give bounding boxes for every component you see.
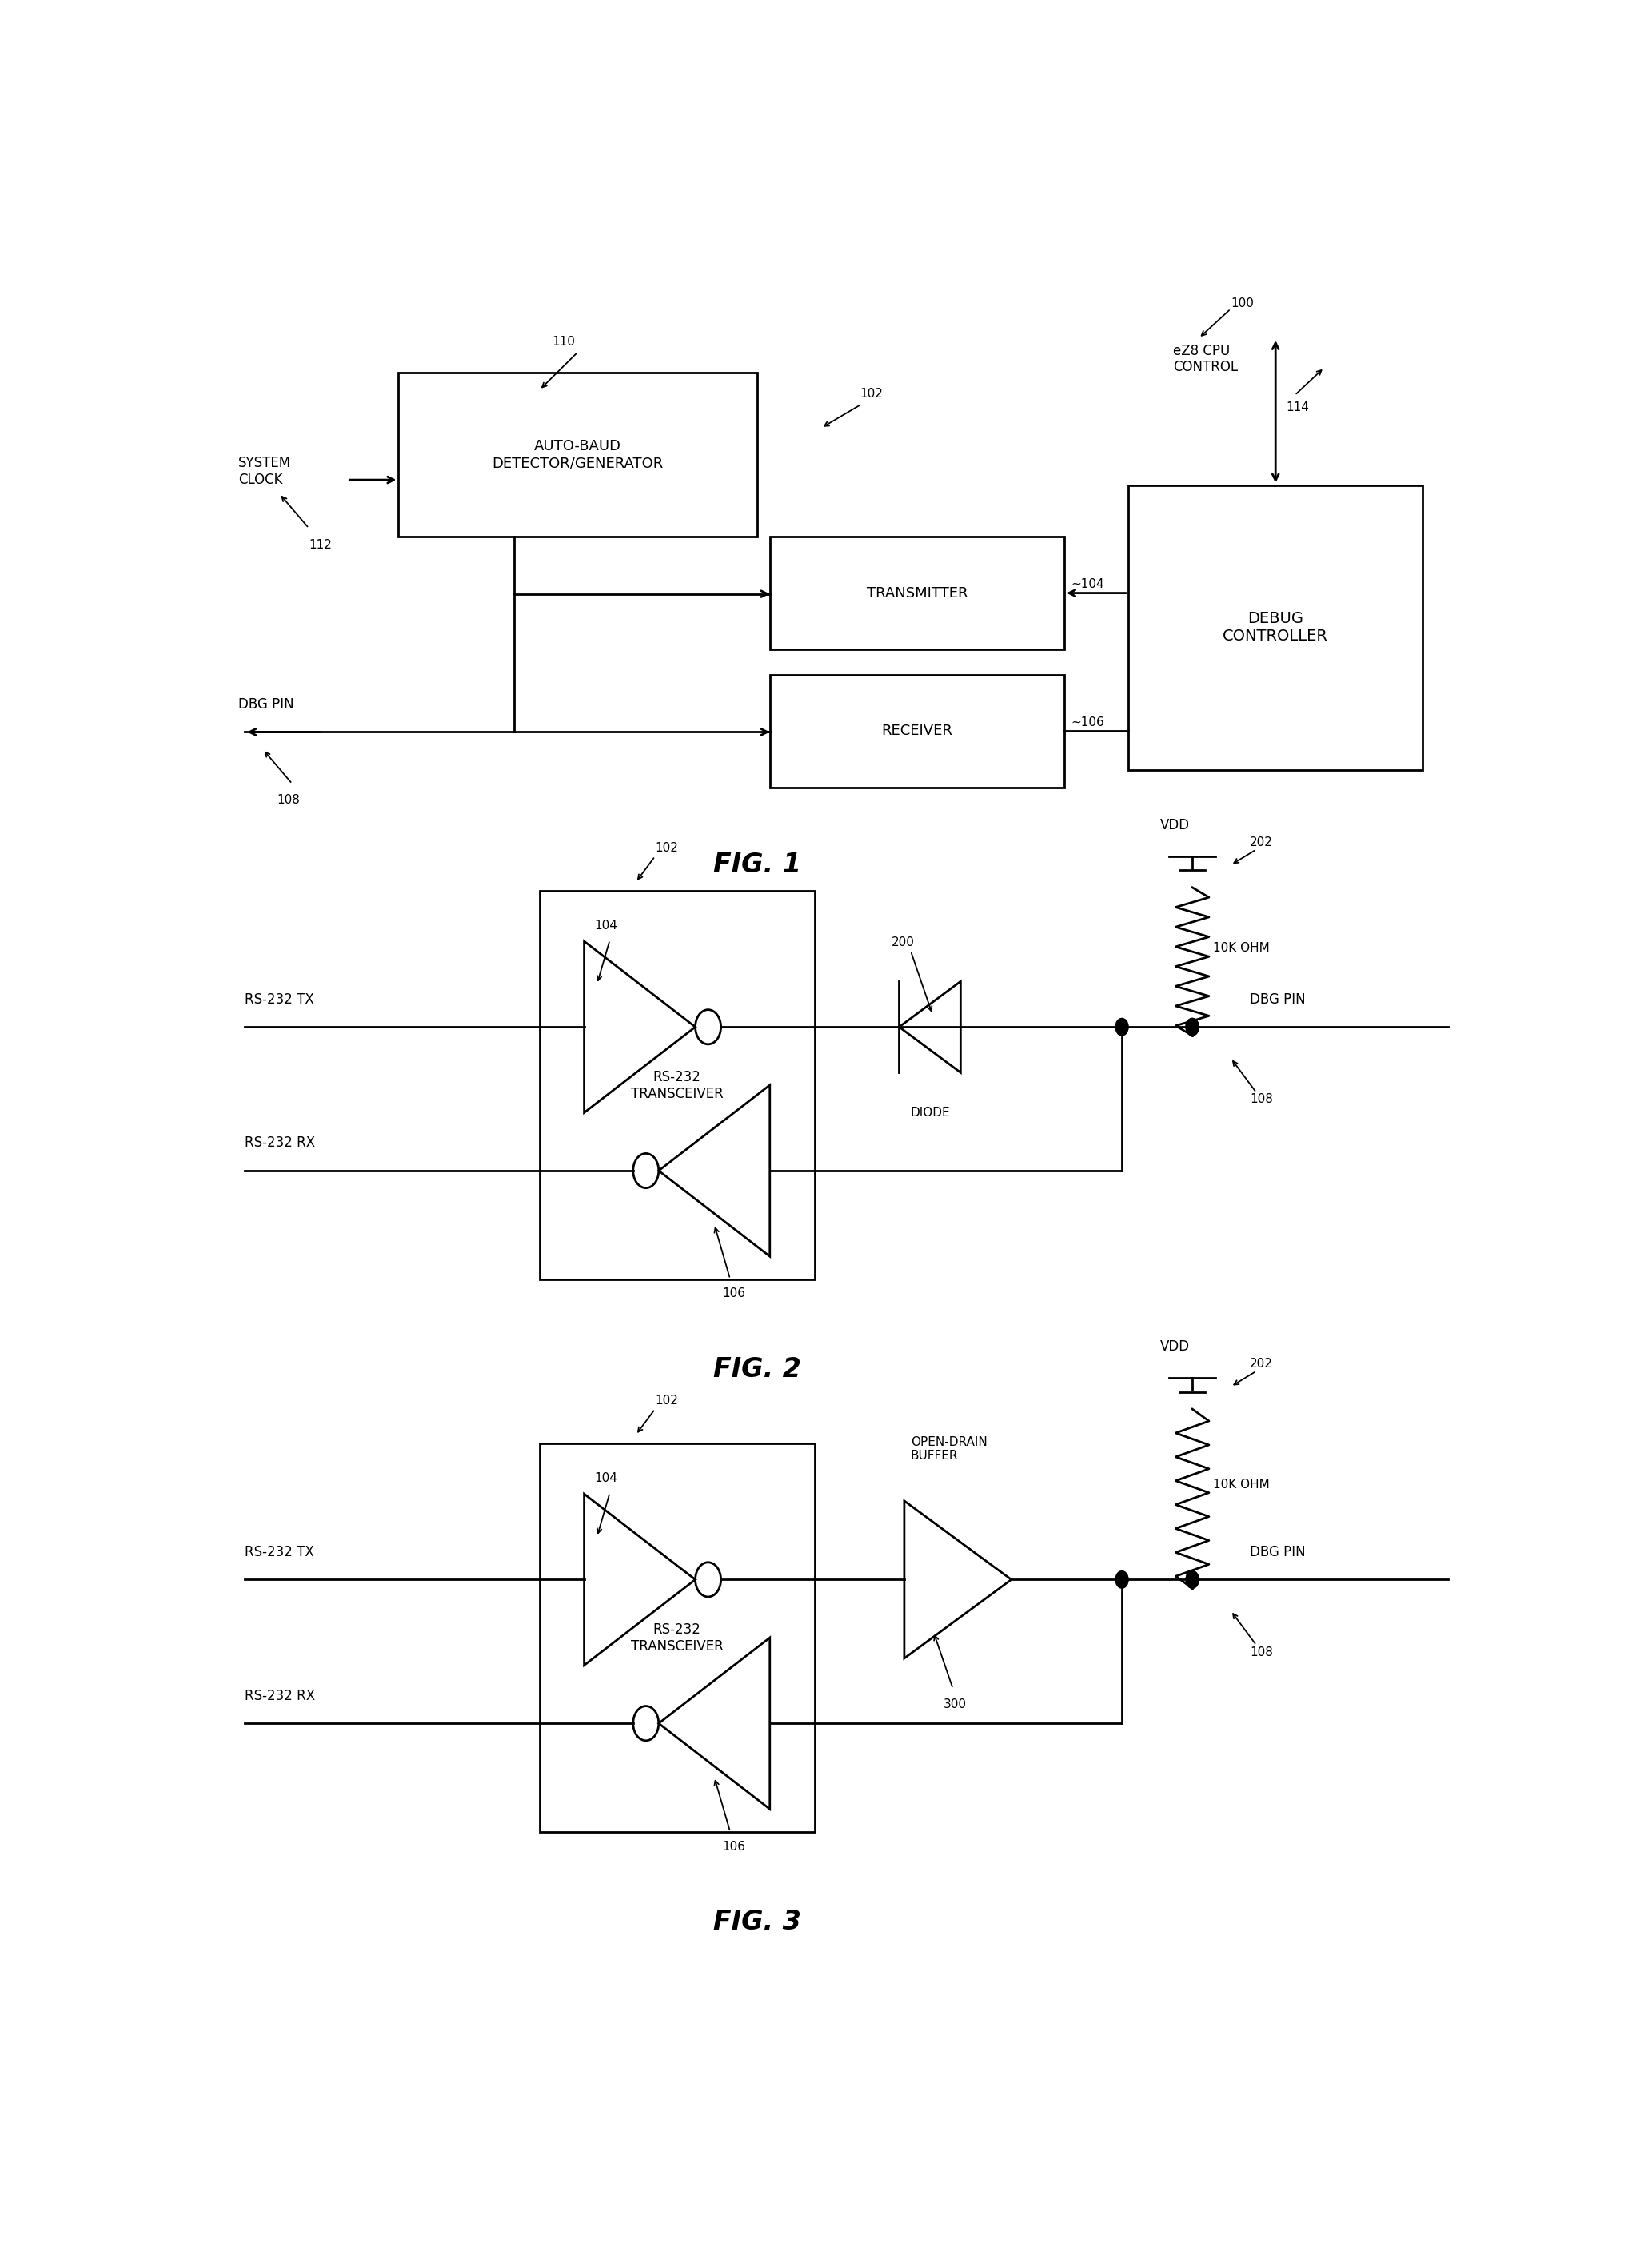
- Text: 100: 100: [1231, 298, 1254, 310]
- Circle shape: [1115, 1018, 1128, 1036]
- Text: 114: 114: [1285, 401, 1308, 413]
- Circle shape: [1186, 1570, 1199, 1588]
- Text: 10K OHM: 10K OHM: [1213, 942, 1269, 953]
- Text: DBG PIN: DBG PIN: [1251, 1545, 1305, 1559]
- Text: DIODE: DIODE: [910, 1106, 950, 1119]
- Text: 102: 102: [654, 1395, 677, 1406]
- Text: 202: 202: [1251, 1359, 1274, 1370]
- FancyBboxPatch shape: [770, 675, 1064, 787]
- FancyBboxPatch shape: [770, 536, 1064, 648]
- Text: RS-232 RX: RS-232 RX: [244, 1689, 316, 1702]
- Text: 108: 108: [1251, 1095, 1274, 1106]
- Text: 104: 104: [595, 920, 618, 931]
- Text: 108: 108: [1251, 1646, 1274, 1658]
- Text: VDD: VDD: [1160, 1339, 1189, 1355]
- Text: DBG PIN: DBG PIN: [1251, 991, 1305, 1007]
- Text: DBG PIN: DBG PIN: [238, 698, 294, 711]
- Text: OPEN-DRAIN
BUFFER: OPEN-DRAIN BUFFER: [910, 1436, 988, 1462]
- Text: 104: 104: [595, 1471, 618, 1485]
- Text: FIG. 3: FIG. 3: [714, 1909, 801, 1936]
- Text: eZ8 CPU
CONTROL: eZ8 CPU CONTROL: [1173, 343, 1237, 375]
- Text: TRANSMITTER: TRANSMITTER: [867, 585, 968, 601]
- Circle shape: [1186, 1018, 1199, 1036]
- Text: 300: 300: [943, 1698, 966, 1711]
- Text: 202: 202: [1251, 837, 1274, 848]
- Text: 102: 102: [654, 841, 677, 855]
- Text: SYSTEM
CLOCK: SYSTEM CLOCK: [238, 455, 291, 487]
- Text: FIG. 2: FIG. 2: [714, 1357, 801, 1382]
- Text: RS-232 TX: RS-232 TX: [244, 991, 314, 1007]
- Text: 112: 112: [309, 538, 332, 550]
- FancyBboxPatch shape: [539, 890, 814, 1279]
- FancyBboxPatch shape: [539, 1444, 814, 1833]
- Text: 108: 108: [278, 794, 301, 805]
- Text: DEBUG
CONTROLLER: DEBUG CONTROLLER: [1222, 610, 1328, 644]
- Text: AUTO-BAUD
DETECTOR/GENERATOR: AUTO-BAUD DETECTOR/GENERATOR: [492, 440, 664, 471]
- Text: ~104: ~104: [1070, 579, 1104, 590]
- Text: 200: 200: [892, 935, 915, 949]
- Text: RECEIVER: RECEIVER: [882, 724, 953, 738]
- Text: 106: 106: [722, 1287, 745, 1299]
- Text: 10K OHM: 10K OHM: [1213, 1478, 1269, 1492]
- Circle shape: [1186, 1018, 1199, 1036]
- Text: RS-232
TRANSCEIVER: RS-232 TRANSCEIVER: [631, 1622, 724, 1653]
- Text: ~106: ~106: [1070, 716, 1104, 729]
- Text: 106: 106: [722, 1842, 745, 1853]
- Text: RS-232
TRANSCEIVER: RS-232 TRANSCEIVER: [631, 1070, 724, 1101]
- Text: 102: 102: [859, 388, 882, 399]
- FancyBboxPatch shape: [1128, 484, 1422, 769]
- Text: FIG. 1: FIG. 1: [714, 852, 801, 879]
- FancyBboxPatch shape: [398, 372, 757, 536]
- Text: RS-232 RX: RS-232 RX: [244, 1135, 316, 1151]
- Circle shape: [1115, 1570, 1128, 1588]
- Text: 110: 110: [552, 336, 575, 348]
- Text: VDD: VDD: [1160, 819, 1189, 832]
- Circle shape: [1186, 1570, 1199, 1588]
- Text: RS-232 TX: RS-232 TX: [244, 1545, 314, 1559]
